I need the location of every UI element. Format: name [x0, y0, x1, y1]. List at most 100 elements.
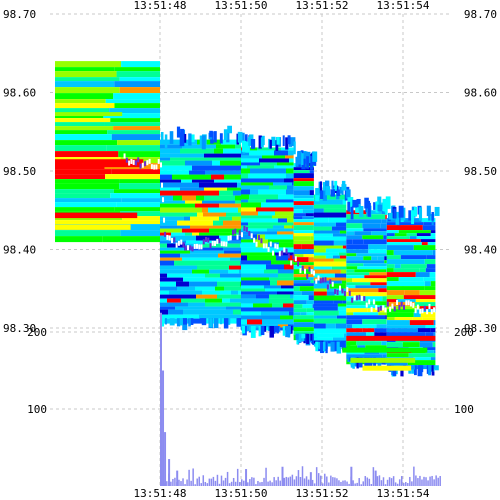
- depth-cell: [426, 264, 436, 269]
- depth-edge: [334, 341, 338, 352]
- trade-mark: [243, 225, 246, 231]
- depth-cell: [362, 223, 381, 229]
- depth-edge: [276, 326, 279, 334]
- depth-cell: [287, 218, 294, 223]
- depth-cell: [219, 216, 232, 221]
- depth-edge: [227, 318, 231, 325]
- depth-cell: [241, 194, 249, 200]
- volume-bar: [328, 482, 330, 486]
- trade-mark: [285, 248, 288, 254]
- depth-edge: [300, 158, 304, 165]
- depth-cell: [357, 266, 387, 270]
- volume-bar: [259, 482, 261, 486]
- depth-edge: [248, 136, 253, 146]
- volume-bar: [299, 476, 302, 486]
- trade-mark: [241, 232, 243, 238]
- depth-cell: [293, 173, 314, 179]
- depth-edge: [275, 140, 279, 151]
- volume-bar: [208, 478, 211, 486]
- trade-mark: [189, 245, 192, 251]
- depth-cell: [365, 345, 387, 350]
- depth-cell: [342, 199, 347, 205]
- depth-cell: [238, 207, 241, 213]
- depth-cell: [55, 122, 105, 127]
- trade-mark: [389, 306, 392, 312]
- volume-bar: [396, 483, 399, 486]
- trade-mark: [306, 273, 309, 279]
- depth-cell: [180, 148, 214, 154]
- depth-edge: [219, 318, 223, 325]
- depth-cell: [219, 190, 233, 196]
- volume-bar: [344, 480, 346, 486]
- depth-edge: [303, 333, 307, 344]
- trade-mark: [290, 260, 293, 266]
- depth-cell: [415, 299, 436, 303]
- depth-cell: [393, 250, 433, 256]
- depth-cell: [371, 231, 387, 236]
- depth-cell: [275, 252, 294, 256]
- depth-edge: [297, 150, 302, 165]
- depth-cell: [293, 283, 314, 287]
- volume-bar: [419, 475, 421, 486]
- depth-cell: [241, 307, 263, 312]
- depth-edge: [331, 180, 334, 189]
- depth-cell: [188, 318, 202, 324]
- depth-cell: [190, 250, 224, 254]
- depth-cell: [55, 198, 122, 203]
- depth-cell: [160, 273, 167, 278]
- depth-cell: [335, 222, 347, 227]
- depth-cell: [430, 281, 436, 287]
- trade-mark: [128, 160, 131, 166]
- trade-mark: [173, 237, 176, 243]
- trade-mark: [409, 301, 412, 307]
- volume-bar: [405, 482, 407, 486]
- trade-mark: [139, 163, 142, 169]
- volume-bar: [228, 483, 231, 486]
- trade-mark: [304, 268, 306, 274]
- depth-cell: [55, 189, 114, 194]
- depth-cell: [293, 262, 314, 266]
- depth-cell: [160, 170, 169, 175]
- depth-cell: [196, 294, 217, 299]
- y-tick-label-left: 98.40: [3, 244, 36, 257]
- volume-bar: [421, 479, 423, 486]
- depth-edge: [287, 326, 291, 338]
- depth-cell: [386, 309, 417, 313]
- depth-cell: [191, 306, 226, 310]
- depth-cell: [346, 275, 365, 279]
- trade-mark: [433, 307, 436, 313]
- depth-cell: [293, 198, 314, 202]
- depth-band: [346, 335, 436, 341]
- depth-cell: [343, 333, 347, 338]
- depth-cell: [239, 269, 241, 274]
- depth-cell: [313, 300, 334, 304]
- depth-cell: [419, 306, 436, 310]
- depth-cell: [55, 207, 115, 212]
- depth-cell: [366, 210, 382, 215]
- volume-bar: [283, 477, 286, 486]
- depth-cell: [228, 240, 241, 244]
- depth-cell: [400, 255, 427, 260]
- trade-mark: [137, 157, 140, 163]
- depth-edge: [169, 318, 175, 326]
- depth-cell: [160, 314, 199, 319]
- depth-cell: [279, 242, 294, 248]
- volume-bar: [324, 473, 326, 486]
- trade-mark: [211, 240, 214, 246]
- volume-bar: [400, 476, 403, 486]
- depth-cell: [263, 327, 270, 331]
- trade-trail-layer: [123, 153, 436, 315]
- volume-bar: [255, 484, 257, 486]
- depth-cell: [199, 182, 237, 188]
- x-tick-label-top: 13:51:54: [377, 0, 430, 12]
- depth-cell: [213, 157, 241, 161]
- depth-cell: [160, 182, 179, 188]
- depth-cell: [160, 139, 197, 145]
- volume-bar: [261, 481, 263, 486]
- depth-cell: [313, 230, 340, 234]
- volume-spike: [309, 472, 312, 486]
- depth-edge: [269, 326, 274, 338]
- trade-mark: [398, 304, 401, 310]
- depth-edge: [398, 205, 404, 218]
- trade-mark: [319, 278, 322, 284]
